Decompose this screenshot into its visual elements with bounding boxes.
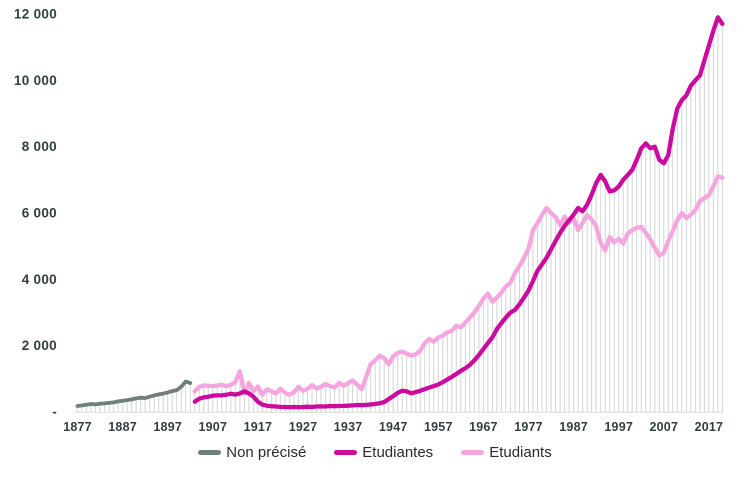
x-tick-label: 1967 (469, 420, 498, 434)
y-tick-label: 12 000 (14, 7, 57, 22)
hatch-area (76, 18, 723, 412)
x-tick-label: 1887 (108, 420, 137, 434)
series-line-etudiantes (192, 15, 725, 410)
legend-swatch-etudiants (461, 450, 485, 455)
x-tick-label: 2017 (695, 420, 724, 434)
x-tick-label: 1927 (289, 420, 318, 434)
x-tick-label: 1877 (63, 420, 92, 434)
y-tick-label: 10 000 (14, 73, 57, 88)
legend-item-etudiantes: Etudiantes (334, 444, 433, 461)
legend-item-etudiants: Etudiants (461, 444, 552, 461)
x-tick-label: 1987 (559, 420, 588, 434)
legend-item-non-precise: Non précisé (198, 444, 306, 461)
legend-label-non-precise: Non précisé (226, 444, 307, 461)
y-tick-label: 8 000 (22, 139, 57, 154)
legend-label-etudiants: Etudiants (489, 444, 552, 461)
y-tick-label: 6 000 (22, 206, 57, 221)
y-tick-label: 2 000 (22, 338, 57, 353)
series-line-etudiants (192, 174, 725, 397)
y-tick-label: 4 000 (22, 272, 57, 287)
x-tick-label: 1907 (198, 420, 227, 434)
chart-legend: Non précisé Etudiantes Etudiants (0, 444, 750, 461)
x-tick-label: 1947 (379, 420, 408, 434)
legend-swatch-non-precise (198, 450, 222, 455)
x-tick-label: 1917 (244, 420, 273, 434)
y-tick-label: - (52, 405, 57, 420)
x-tick-label: 1897 (153, 420, 182, 434)
x-tick-label: 1977 (514, 420, 543, 434)
x-tick-label: 1937 (334, 420, 363, 434)
x-tick-label: 2007 (649, 420, 678, 434)
y-axis-labels: - 2 000 4 000 6 000 8 000 10 000 12 000 (14, 7, 57, 420)
line-chart: - 2 000 4 000 6 000 8 000 10 000 12 000 1877 188… (14, 7, 725, 434)
x-tick-label: 1997 (604, 420, 633, 434)
legend-label-etudiantes: Etudiantes (362, 444, 434, 461)
chart-plot-area: - 2 000 4 000 6 000 8 000 10 000 12 000 1877 188… (14, 7, 725, 434)
x-axis-labels: 1877 1887 1897 1907 1917 1927 1937 1947 1957 1967… (63, 420, 723, 434)
x-tick-label: 1957 (424, 420, 453, 434)
legend-swatch-etudiantes (334, 450, 358, 455)
series-line-non-precise (75, 379, 193, 408)
